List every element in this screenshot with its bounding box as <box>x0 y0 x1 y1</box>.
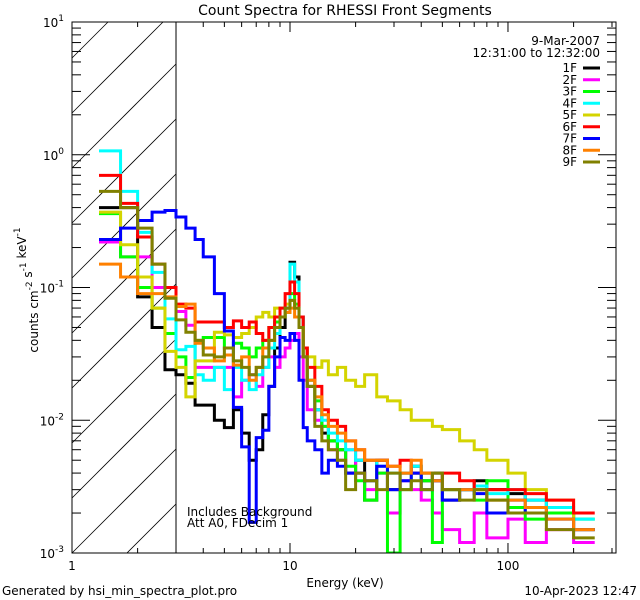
hatch-line <box>71 393 177 499</box>
y-tick-base: 10 <box>40 414 55 428</box>
hatch-line <box>71 283 177 389</box>
y-tick-label: 10-3 <box>40 545 64 561</box>
hatch-line <box>71 21 109 59</box>
y-label-exponent: -2 <box>25 281 35 290</box>
y-tick-label: 10-1 <box>40 280 64 296</box>
x-tick-label: 1 <box>68 559 76 573</box>
hatch-line <box>71 228 177 334</box>
legend-label: 8F <box>562 143 577 157</box>
y-label-exponent: -1 <box>19 262 29 271</box>
y-tick-exponent: -1 <box>55 280 64 290</box>
hatch-line <box>71 63 177 169</box>
time-range-label: 12:31:00 to 12:32:00 <box>473 46 600 60</box>
y-tick-label: 10-2 <box>40 412 64 428</box>
y-label-part: keV <box>15 236 29 263</box>
annotation-attenuator: Att A0, FDecim 1 <box>187 516 288 530</box>
x-tick-label: 100 <box>497 559 520 573</box>
y-tick-exponent: -3 <box>55 545 64 555</box>
y-tick-base: 10 <box>43 16 58 30</box>
legend-label: 6F <box>562 120 577 134</box>
series-line-7F <box>98 209 595 532</box>
legend-label: 9F <box>562 155 577 169</box>
footer-generated-by: Generated by hsi_min_spectra_plot.pro <box>2 584 237 598</box>
hatch-line <box>71 21 164 114</box>
y-tick-base: 10 <box>40 547 55 561</box>
y-tick-base: 10 <box>40 282 55 296</box>
series-line-3F <box>98 212 595 553</box>
x-tick-label: 10 <box>282 559 297 573</box>
y-tick-label: 100 <box>43 147 64 163</box>
y-axis-label: counts cm-2 s-1 keV-1 <box>13 227 41 352</box>
legend-label: 2F <box>562 73 577 87</box>
hatched-region <box>71 21 177 554</box>
hatch-line <box>71 448 177 554</box>
y-label-part: s <box>21 271 35 281</box>
y-tick-base: 10 <box>43 149 58 163</box>
annotation-background: Includes Background <box>187 505 312 519</box>
y-tick-label: 101 <box>43 14 64 30</box>
chart-title: Count Spectra for RHESSI Front Segments <box>198 3 492 19</box>
y-tick-exponent: 0 <box>58 147 64 157</box>
series-line-9F <box>98 189 595 540</box>
y-label-part: counts cm <box>27 290 41 352</box>
legend-label: 3F <box>562 85 577 99</box>
y-tick-exponent: -2 <box>55 412 64 422</box>
hatch-line <box>71 173 177 279</box>
legend-label: 4F <box>562 96 577 110</box>
footer-timestamp: 10-Apr-2023 12:47 <box>524 584 637 598</box>
series-group <box>98 149 595 553</box>
legend-label: 5F <box>562 108 577 122</box>
x-axis-label: Energy (keV) <box>306 576 383 590</box>
legend-label: 1F <box>562 61 577 75</box>
y-tick-exponent: 1 <box>58 14 64 24</box>
date-label: 9-Mar-2007 <box>531 34 600 48</box>
x-tick-labels: 1 10 100 <box>68 559 519 573</box>
hatch-line <box>71 118 177 224</box>
hatch-line <box>126 503 177 554</box>
hatch-line <box>71 338 177 444</box>
y-label-exponent: -1 <box>13 227 23 236</box>
legend-label: 7F <box>562 132 577 146</box>
axis-ticks <box>71 21 616 554</box>
